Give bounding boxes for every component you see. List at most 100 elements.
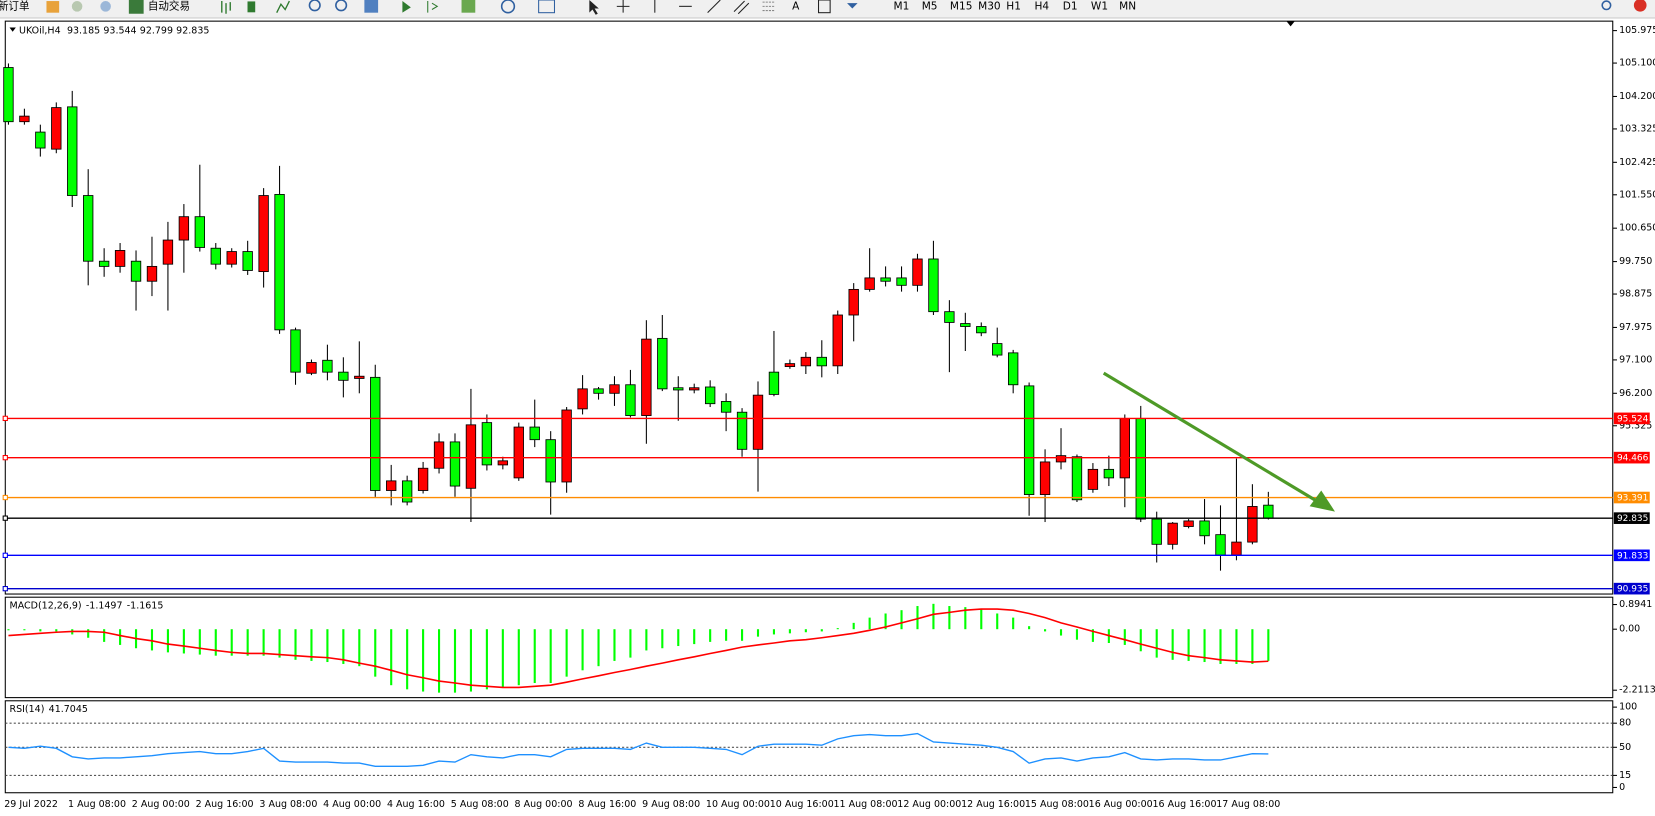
candle-body — [593, 388, 604, 394]
candle-body — [944, 311, 955, 323]
candle-body — [338, 371, 349, 381]
ohlc-value: 93.544 — [103, 25, 136, 36]
icon[interactable] — [100, 1, 111, 12]
indicator-info: RSI(14) 41.7045 — [10, 704, 88, 715]
timeframe-button[interactable]: M30 — [978, 0, 1001, 12]
tile-icon[interactable] — [364, 0, 379, 13]
candle-body — [1023, 385, 1035, 496]
candle-body — [417, 467, 429, 491]
y-tick-label: 0.8941 — [1619, 599, 1652, 610]
candle-body — [625, 384, 636, 416]
y-tick-label: 105.975 — [1619, 25, 1655, 36]
channel-icon[interactable] — [733, 0, 750, 15]
level-handle — [2, 415, 8, 422]
candle-body — [162, 239, 174, 265]
trendline-icon[interactable] — [707, 0, 721, 14]
scroll-icon[interactable] — [402, 1, 411, 13]
candle-body — [736, 411, 748, 450]
candle-body — [816, 356, 827, 367]
y-tick-label: 96.200 — [1619, 388, 1652, 399]
candle-body — [1087, 468, 1099, 490]
candle-body — [960, 323, 971, 327]
timeframe-button[interactable]: M5 — [922, 0, 938, 12]
candle-body — [258, 195, 269, 273]
shift-icon[interactable] — [427, 1, 439, 13]
timeframe-button[interactable]: M15 — [950, 0, 973, 12]
y-tick-label: 15 — [1619, 770, 1631, 781]
candle-body — [609, 384, 620, 394]
x-tick-label: 8 Aug 16:00 — [578, 799, 636, 810]
menu-triangle — [9, 27, 16, 32]
candle-body — [3, 67, 14, 123]
candle-body — [1199, 520, 1210, 537]
search-icon[interactable] — [1601, 0, 1612, 11]
auto-trading-icon[interactable] — [128, 0, 144, 14]
zoom-out-icon[interactable] — [335, 0, 348, 12]
candle-body — [1231, 541, 1242, 556]
x-tick-label: 12 Aug 16:00 — [961, 799, 1025, 810]
candle-body — [242, 251, 253, 271]
templates-icon[interactable] — [538, 0, 556, 14]
auto-trading-button[interactable]: 自动交易 — [148, 0, 190, 12]
candle-icon[interactable] — [247, 1, 256, 13]
x-tick-label: 2 Aug 00:00 — [132, 799, 190, 810]
candle-body — [880, 277, 891, 282]
y-tick-label: 100 — [1619, 702, 1637, 713]
candle-body — [194, 216, 206, 248]
timeframe-button[interactable]: H1 — [1006, 0, 1021, 12]
candle-body — [1119, 418, 1130, 479]
label-icon[interactable] — [817, 0, 831, 14]
timeframe-button[interactable]: M1 — [894, 0, 910, 12]
chart-type-icons — [221, 0, 291, 14]
line-icon[interactable] — [276, 0, 291, 13]
ohlc-value: 92.799 — [140, 25, 173, 36]
fibo-icon[interactable] — [762, 1, 776, 12]
icon[interactable] — [71, 1, 83, 12]
y-tick-label: 80 — [1619, 718, 1631, 729]
notification-icon[interactable] — [1633, 0, 1647, 12]
candle-body — [354, 375, 365, 379]
y-tick-label: 98.875 — [1619, 289, 1652, 300]
x-tick-label: 9 Aug 08:00 — [642, 799, 700, 810]
candle-body — [1007, 352, 1019, 386]
y-tick-label: 105.100 — [1619, 58, 1655, 69]
bar-icon[interactable] — [221, 1, 231, 14]
timeframe-button[interactable]: W1 — [1091, 0, 1108, 12]
candle-body — [545, 439, 556, 483]
timeframe-button[interactable]: MN — [1119, 0, 1136, 12]
candle-body — [896, 277, 907, 286]
candle-body — [433, 441, 445, 469]
candle-body — [1183, 520, 1194, 527]
x-tick-label: 16 Aug 16:00 — [1152, 799, 1216, 810]
timeframe-button[interactable]: H4 — [1035, 0, 1050, 12]
crosshair-icon[interactable] — [616, 0, 630, 13]
candle-body — [1055, 455, 1067, 463]
level-tag-label: 94.466 — [1617, 454, 1649, 464]
candle-body — [720, 401, 732, 413]
y-tick-label: 101.550 — [1619, 189, 1655, 200]
candle-body — [210, 247, 221, 265]
new-order-button[interactable]: 新订单 — [0, 0, 30, 12]
toolbar: 新订单 自动交易 A M1 M5 M15 M30 H1 H4 D1 W1 MN — [0, 0, 1655, 19]
x-tick-label: 4 Aug 00:00 — [323, 799, 381, 810]
cursor-icon[interactable] — [589, 0, 599, 15]
candle-body — [306, 362, 317, 374]
level-tag-label: 95.524 — [1617, 414, 1649, 424]
candle-body — [370, 376, 381, 491]
candle-body — [386, 480, 397, 491]
candle-body — [1263, 504, 1274, 519]
level-tag-label: 92.835 — [1617, 514, 1648, 524]
level-handle — [2, 515, 8, 521]
candle-body — [561, 409, 572, 483]
zoom-in-icon[interactable] — [308, 0, 321, 12]
periods-icon[interactable] — [500, 0, 516, 14]
indicators-icon[interactable] — [461, 0, 476, 13]
y-tick-label: -2.2113 — [1619, 685, 1655, 696]
arrows-icon[interactable] — [847, 3, 858, 9]
x-tick-label: 5 Aug 08:00 — [451, 799, 509, 810]
icon[interactable] — [46, 1, 60, 13]
timeframe-button[interactable]: D1 — [1063, 0, 1078, 12]
candle-body — [98, 260, 110, 267]
text-icon[interactable]: A — [792, 0, 800, 12]
